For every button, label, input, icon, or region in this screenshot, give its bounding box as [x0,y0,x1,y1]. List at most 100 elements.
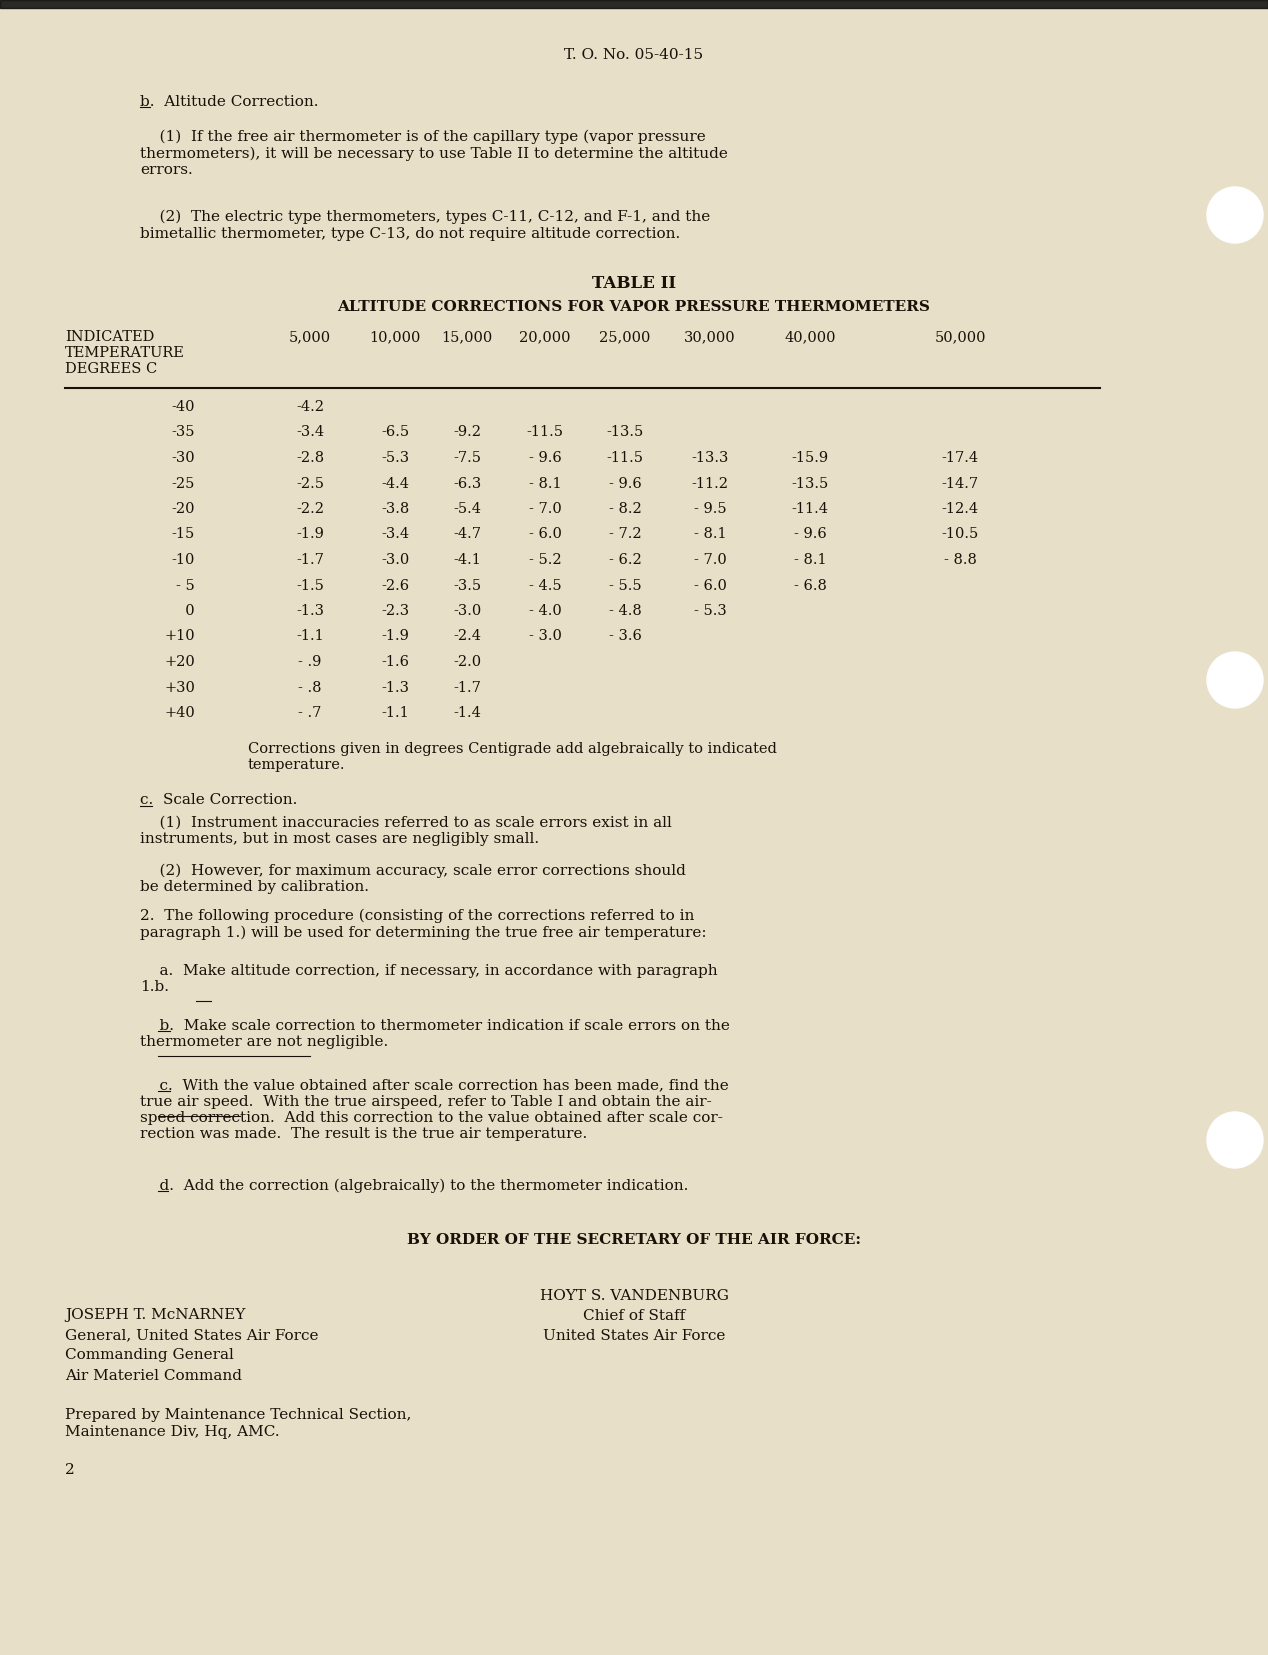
Text: -1.4: -1.4 [453,707,481,720]
Text: -5.4: -5.4 [453,501,481,516]
Text: Prepared by Maintenance Technical Section,
Maintenance Div, Hq, AMC.: Prepared by Maintenance Technical Sectio… [65,1408,411,1438]
Text: -1.1: -1.1 [382,707,408,720]
Text: -2.0: -2.0 [453,655,481,669]
Text: c.  With the value obtained after scale correction has been made, find the
true : c. With the value obtained after scale c… [139,1079,729,1140]
Text: - 8.1: - 8.1 [794,553,827,568]
Text: -3.4: -3.4 [380,528,410,541]
Text: 50,000: 50,000 [935,329,985,344]
Text: Air Materiel Command: Air Materiel Command [65,1369,242,1382]
Text: - 4.8: - 4.8 [609,604,642,617]
Text: -1.7: -1.7 [453,680,481,695]
Text: HOYT S. VANDENBURG: HOYT S. VANDENBURG [539,1289,729,1302]
Text: -15.9: -15.9 [791,452,828,465]
Text: - 8.2: - 8.2 [609,501,642,516]
Text: -10: -10 [171,553,195,568]
Text: - 8.1: - 8.1 [694,528,727,541]
Text: - 9.6: - 9.6 [609,477,642,490]
Text: 10,000: 10,000 [369,329,421,344]
Text: -3.4: -3.4 [295,425,325,440]
Text: -4.7: -4.7 [453,528,481,541]
Text: - 3.6: - 3.6 [609,629,642,644]
Text: - 6.2: - 6.2 [609,553,642,568]
Text: -14.7: -14.7 [941,477,979,490]
Text: -2.3: -2.3 [380,604,410,617]
Text: - 5.3: - 5.3 [694,604,727,617]
Text: Chief of Staff: Chief of Staff [583,1309,685,1322]
Text: 40,000: 40,000 [784,329,836,344]
Text: 5,000: 5,000 [289,329,331,344]
Text: d.  Add the correction (algebraically) to the thermometer indication.: d. Add the correction (algebraically) to… [139,1178,689,1193]
Text: -2.8: -2.8 [295,452,325,465]
Text: b.  Altitude Correction.: b. Altitude Correction. [139,94,318,109]
Text: - 8.8: - 8.8 [943,553,976,568]
Text: Corrections given in degrees Centigrade add algebraically to indicated
temperatu: Corrections given in degrees Centigrade … [249,741,777,771]
Text: -35: -35 [171,425,195,440]
Text: - 5: - 5 [176,579,195,592]
Text: +30: +30 [164,680,195,695]
Text: -30: -30 [171,452,195,465]
Text: - 6.0: - 6.0 [529,528,562,541]
Text: General, United States Air Force: General, United States Air Force [65,1329,318,1342]
Circle shape [1207,187,1263,243]
Bar [0,0,1268,8]
Text: - 5.2: - 5.2 [529,553,562,568]
Text: (1)  Instrument inaccuracies referred to as scale errors exist in all
instrument: (1) Instrument inaccuracies referred to … [139,816,672,846]
Text: -10.5: -10.5 [941,528,979,541]
Text: -5.3: -5.3 [380,452,410,465]
Text: - 3.0: - 3.0 [529,629,562,644]
Text: 20,000: 20,000 [520,329,571,344]
Text: b.  Make scale correction to thermometer indication if scale errors on the
therm: b. Make scale correction to thermometer … [139,1018,730,1049]
Text: -20: -20 [171,501,195,516]
Text: - 7.0: - 7.0 [694,553,727,568]
Text: ALTITUDE CORRECTIONS FOR VAPOR PRESSURE THERMOMETERS: ALTITUDE CORRECTIONS FOR VAPOR PRESSURE … [337,300,931,314]
Text: +20: +20 [165,655,195,669]
Text: BY ORDER OF THE SECRETARY OF THE AIR FORCE:: BY ORDER OF THE SECRETARY OF THE AIR FOR… [407,1233,861,1248]
Text: -7.5: -7.5 [453,452,481,465]
Text: -6.5: -6.5 [380,425,410,440]
Text: -11.5: -11.5 [606,452,643,465]
Text: -3.0: -3.0 [453,604,481,617]
Text: - 4.5: - 4.5 [529,579,562,592]
Text: - 6.0: - 6.0 [694,579,727,592]
Text: -4.2: -4.2 [295,401,325,414]
Text: - 7.2: - 7.2 [609,528,642,541]
Text: -2.4: -2.4 [453,629,481,644]
Text: +40: +40 [165,707,195,720]
Text: -1.1: -1.1 [297,629,323,644]
Text: -3.8: -3.8 [380,501,410,516]
Text: -1.9: -1.9 [295,528,323,541]
Text: (2)  However, for maximum accuracy, scale error corrections should
be determined: (2) However, for maximum accuracy, scale… [139,864,686,894]
Text: - 7.0: - 7.0 [529,501,562,516]
Text: c.  Scale Correction.: c. Scale Correction. [139,793,298,808]
Circle shape [1207,1112,1263,1168]
Text: -11.4: -11.4 [791,501,828,516]
Text: - 5.5: - 5.5 [609,579,642,592]
Text: JOSEPH T. McNARNEY: JOSEPH T. McNARNEY [65,1309,246,1322]
Text: -1.5: -1.5 [295,579,323,592]
Text: a.  Make altitude correction, if necessary, in accordance with paragraph
1.b.: a. Make altitude correction, if necessar… [139,963,718,993]
Text: -2.2: -2.2 [295,501,325,516]
Text: -12.4: -12.4 [941,501,979,516]
Text: -17.4: -17.4 [941,452,979,465]
Text: -1.7: -1.7 [295,553,323,568]
Text: INDICATED
TEMPERATURE
DEGREES C: INDICATED TEMPERATURE DEGREES C [65,329,185,376]
Text: - 9.6: - 9.6 [529,452,562,465]
Text: -3.5: -3.5 [453,579,481,592]
Text: -1.6: -1.6 [380,655,410,669]
Text: -6.3: -6.3 [453,477,481,490]
Text: 2: 2 [65,1463,75,1478]
Text: United States Air Force: United States Air Force [543,1329,725,1342]
Text: - 4.0: - 4.0 [529,604,562,617]
Text: 2.  The following procedure (consisting of the corrections referred to in
paragr: 2. The following procedure (consisting o… [139,909,706,940]
Text: - 6.8: - 6.8 [794,579,827,592]
Text: -11.2: -11.2 [691,477,729,490]
Text: -4.4: -4.4 [380,477,410,490]
Text: 15,000: 15,000 [441,329,493,344]
Text: T. O. No. 05-40-15: T. O. No. 05-40-15 [564,48,704,61]
Text: -25: -25 [171,477,195,490]
Circle shape [1207,652,1263,708]
Text: -11.5: -11.5 [526,425,563,440]
Text: Commanding General: Commanding General [65,1349,233,1362]
Text: - 9.5: - 9.5 [694,501,727,516]
Text: 0: 0 [176,604,195,617]
